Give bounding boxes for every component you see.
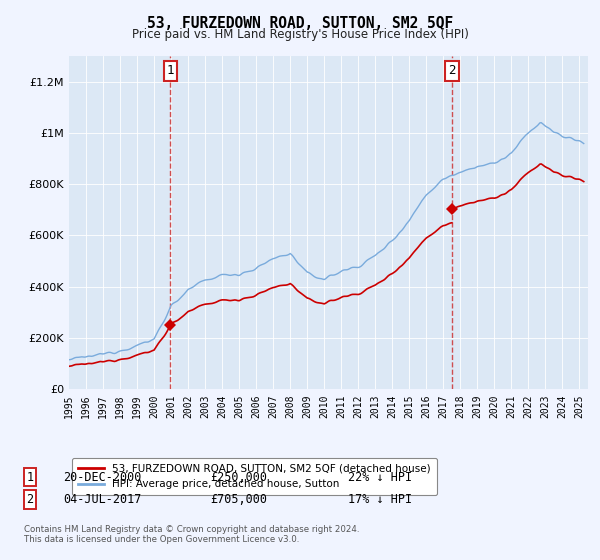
Text: £705,000: £705,000 bbox=[210, 493, 267, 506]
Legend: 53, FURZEDOWN ROAD, SUTTON, SM2 5QF (detached house), HPI: Average price, detach: 53, FURZEDOWN ROAD, SUTTON, SM2 5QF (det… bbox=[71, 458, 437, 496]
Text: 04-JUL-2017: 04-JUL-2017 bbox=[63, 493, 142, 506]
Text: 53, FURZEDOWN ROAD, SUTTON, SM2 5QF: 53, FURZEDOWN ROAD, SUTTON, SM2 5QF bbox=[147, 16, 453, 31]
Text: 1: 1 bbox=[26, 470, 34, 484]
Text: 20-DEC-2000: 20-DEC-2000 bbox=[63, 470, 142, 484]
Text: 17% ↓ HPI: 17% ↓ HPI bbox=[348, 493, 412, 506]
Text: 1: 1 bbox=[167, 64, 174, 77]
Text: 22% ↓ HPI: 22% ↓ HPI bbox=[348, 470, 412, 484]
Text: £250,000: £250,000 bbox=[210, 470, 267, 484]
Text: 2: 2 bbox=[26, 493, 34, 506]
Text: 2: 2 bbox=[448, 64, 455, 77]
Text: Price paid vs. HM Land Registry's House Price Index (HPI): Price paid vs. HM Land Registry's House … bbox=[131, 28, 469, 41]
Text: Contains HM Land Registry data © Crown copyright and database right 2024.
This d: Contains HM Land Registry data © Crown c… bbox=[24, 525, 359, 544]
